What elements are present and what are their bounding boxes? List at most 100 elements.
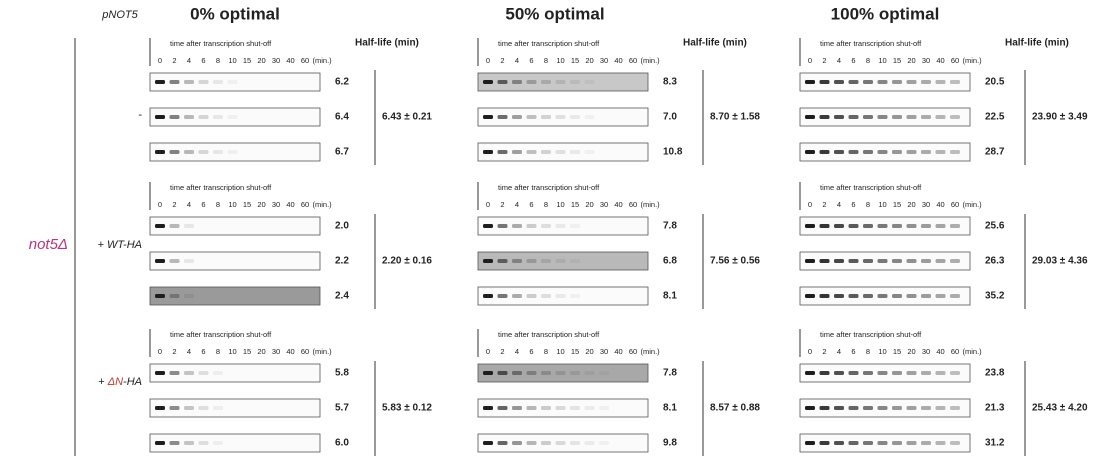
band bbox=[570, 224, 580, 228]
timepoint: 8 bbox=[216, 200, 220, 209]
timepoint: 4 bbox=[515, 347, 519, 356]
mean-half-life: 2.20 ± 0.16 bbox=[382, 256, 432, 267]
band bbox=[512, 115, 522, 119]
band bbox=[184, 441, 194, 445]
strain-label: pNOT5 bbox=[101, 9, 138, 21]
band bbox=[820, 80, 830, 84]
row-label: + ΔN-HA bbox=[98, 376, 142, 388]
band bbox=[228, 80, 238, 84]
band bbox=[878, 115, 888, 119]
strain-name: not5Δ bbox=[29, 236, 68, 253]
band bbox=[950, 294, 960, 298]
band bbox=[878, 80, 888, 84]
column-title: 100% optimal bbox=[831, 4, 940, 23]
timepoint: 0 bbox=[158, 56, 162, 65]
band bbox=[527, 441, 537, 445]
half-life: 28.7 bbox=[985, 147, 1005, 158]
band bbox=[834, 294, 844, 298]
half-life: 31.2 bbox=[985, 438, 1005, 449]
timepoint: 4 bbox=[187, 56, 191, 65]
band bbox=[950, 406, 960, 410]
band bbox=[184, 406, 194, 410]
band bbox=[556, 80, 566, 84]
band bbox=[155, 150, 165, 154]
timepoint: 40 bbox=[936, 347, 944, 356]
time-unit: (min.) bbox=[963, 347, 983, 356]
band bbox=[213, 115, 223, 119]
timepoint: 15 bbox=[243, 56, 251, 65]
band bbox=[155, 80, 165, 84]
band bbox=[498, 406, 508, 410]
band bbox=[512, 441, 522, 445]
band bbox=[512, 294, 522, 298]
band bbox=[498, 441, 508, 445]
band bbox=[570, 115, 580, 119]
band bbox=[820, 441, 830, 445]
half-life: 22.5 bbox=[985, 112, 1005, 123]
timepoint: 10 bbox=[556, 56, 564, 65]
band bbox=[556, 115, 566, 119]
band bbox=[805, 406, 815, 410]
band bbox=[483, 224, 493, 228]
half-life-header: Half-life (min) bbox=[1005, 38, 1069, 49]
band bbox=[820, 150, 830, 154]
timepoint: 15 bbox=[571, 200, 579, 209]
timepoint: 40 bbox=[614, 200, 622, 209]
band bbox=[541, 259, 551, 263]
band bbox=[936, 259, 946, 263]
band bbox=[170, 294, 180, 298]
timepoint: 4 bbox=[187, 347, 191, 356]
timepoint: 60 bbox=[301, 56, 309, 65]
timepoint: 0 bbox=[486, 347, 490, 356]
band bbox=[599, 406, 609, 410]
half-life: 25.6 bbox=[985, 221, 1005, 232]
band bbox=[527, 150, 537, 154]
timepoint: 2 bbox=[172, 56, 176, 65]
timepoint: 8 bbox=[866, 200, 870, 209]
band bbox=[170, 259, 180, 263]
half-life: 7.8 bbox=[663, 221, 677, 232]
time-caption: time after transcription shut-off bbox=[170, 183, 272, 192]
band bbox=[184, 224, 194, 228]
timepoint: 10 bbox=[878, 200, 886, 209]
timepoint: 20 bbox=[585, 200, 593, 209]
timepoint: 8 bbox=[544, 200, 548, 209]
timepoint: 20 bbox=[907, 347, 915, 356]
band bbox=[483, 406, 493, 410]
band bbox=[950, 115, 960, 119]
band bbox=[541, 294, 551, 298]
band bbox=[155, 371, 165, 375]
band bbox=[170, 115, 180, 119]
timepoint: 4 bbox=[837, 347, 841, 356]
half-life: 8.1 bbox=[663, 403, 677, 414]
time-unit: (min.) bbox=[313, 56, 333, 65]
band bbox=[541, 371, 551, 375]
band bbox=[820, 259, 830, 263]
timepoint: 20 bbox=[257, 347, 265, 356]
band bbox=[805, 224, 815, 228]
band bbox=[892, 371, 902, 375]
time-unit: (min.) bbox=[963, 200, 983, 209]
band bbox=[950, 80, 960, 84]
band bbox=[199, 80, 209, 84]
band bbox=[498, 150, 508, 154]
timepoint: 0 bbox=[808, 200, 812, 209]
mean-half-life: 7.56 ± 0.56 bbox=[710, 256, 760, 267]
timepoint: 2 bbox=[172, 347, 176, 356]
band bbox=[155, 441, 165, 445]
timepoint: 0 bbox=[808, 347, 812, 356]
timepoint: 6 bbox=[851, 56, 855, 65]
band bbox=[907, 294, 917, 298]
timepoint: 60 bbox=[629, 347, 637, 356]
band bbox=[820, 406, 830, 410]
band bbox=[527, 115, 537, 119]
band bbox=[820, 115, 830, 119]
row-label-part: -HA bbox=[123, 376, 142, 388]
band bbox=[498, 224, 508, 228]
band bbox=[863, 115, 873, 119]
half-life: 8.1 bbox=[663, 291, 677, 302]
timepoint: 8 bbox=[866, 347, 870, 356]
band bbox=[483, 294, 493, 298]
band bbox=[199, 406, 209, 410]
band bbox=[834, 224, 844, 228]
